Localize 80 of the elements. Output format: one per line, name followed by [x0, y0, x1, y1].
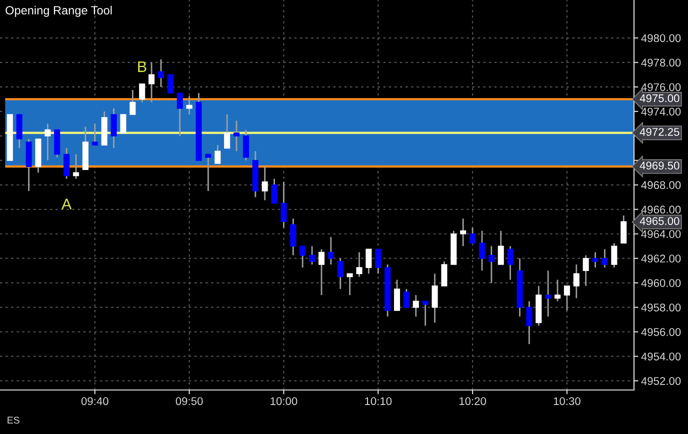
candlestick — [507, 245, 514, 280]
candlestick — [176, 92, 183, 137]
y-tick-label: 4958.00 — [641, 304, 681, 312]
candlestick — [64, 147, 70, 180]
candlestick — [356, 252, 362, 278]
x-tick-label: 09:50 — [176, 397, 203, 406]
candlestick — [130, 89, 136, 116]
y-tick-label: 4962.00 — [641, 254, 681, 263]
y-tick-label: 4968.00 — [641, 181, 681, 190]
candlestick — [262, 166, 268, 201]
candlestick — [498, 230, 504, 266]
candlestick — [366, 248, 372, 274]
candlestick — [328, 236, 334, 266]
x-tick-label: 10:00 — [270, 397, 298, 406]
y-tick-label: 4964.00 — [641, 230, 681, 238]
ref-line-label: 4975.00 — [640, 94, 680, 102]
ref-line-label: 4972.25 — [640, 128, 680, 136]
y-tick-label: 4960.00 — [641, 279, 681, 287]
y-tick-label: 4976.00 — [641, 83, 681, 92]
y-tick-label: 4954.00 — [641, 352, 681, 360]
candlestick — [337, 258, 344, 290]
candlestick — [110, 108, 117, 149]
y-tick-label: 4966.00 — [641, 206, 681, 214]
chart-title: Opening Range Tool — [6, 6, 112, 17]
candlestick — [592, 252, 598, 268]
x-tick-label: 10:20 — [459, 397, 486, 406]
candlestick — [478, 230, 486, 272]
annotation: A — [62, 198, 72, 210]
candlestick — [72, 154, 80, 180]
candlestick — [422, 300, 428, 326]
text: 4965.00 — [640, 217, 680, 225]
y-tick-label: 4974.00 — [641, 108, 681, 116]
candlestick — [470, 227, 476, 244]
candlestick — [564, 285, 570, 312]
candlestick — [375, 248, 382, 274]
text: ES — [8, 416, 20, 424]
candlestick — [526, 300, 532, 345]
candlestick — [300, 245, 306, 268]
candlestick — [620, 214, 627, 244]
candlestick — [167, 74, 174, 94]
candlestick — [412, 294, 419, 318]
x-tick-label: 10:30 — [554, 397, 580, 406]
candlestick — [242, 129, 249, 162]
candlestick — [545, 270, 552, 318]
candlestick — [488, 245, 494, 284]
candlestick — [318, 248, 324, 296]
candlestick — [205, 154, 212, 192]
candlestick — [280, 181, 287, 228]
candlestick — [611, 242, 618, 268]
x-tick-label: 09:40 — [81, 397, 108, 406]
annotation: B — [138, 61, 146, 72]
candlestick — [441, 260, 448, 287]
y-tick-label: 4978.00 — [641, 58, 681, 67]
candlestick — [44, 122, 51, 162]
candlestick — [602, 248, 608, 268]
x-tick-label: 10:10 — [365, 397, 392, 406]
candlestick — [186, 95, 192, 116]
candlestick — [432, 272, 438, 324]
candlestick — [92, 122, 98, 146]
candlestick — [394, 279, 400, 312]
candlestick — [290, 218, 296, 256]
candlestick — [214, 144, 221, 164]
candlestick — [309, 245, 316, 266]
candlestick — [573, 264, 580, 299]
candlestick — [158, 58, 164, 88]
y-tick-label: 4956.00 — [641, 328, 681, 336]
candlestick — [271, 178, 278, 204]
candlestick — [582, 254, 589, 287]
ref-line-label: 4969.50 — [640, 162, 680, 170]
y-tick-label: 4980.00 — [641, 34, 681, 42]
candlestick — [460, 218, 466, 247]
candlestick — [120, 114, 126, 134]
y-tick-label: 4952.00 — [641, 377, 681, 385]
candlestick — [224, 114, 230, 149]
candlestick — [148, 62, 155, 103]
candlestick — [554, 279, 561, 302]
candlestick — [403, 288, 410, 308]
candlestick — [346, 272, 353, 296]
candlestick — [233, 120, 240, 152]
candlestick — [139, 83, 146, 103]
